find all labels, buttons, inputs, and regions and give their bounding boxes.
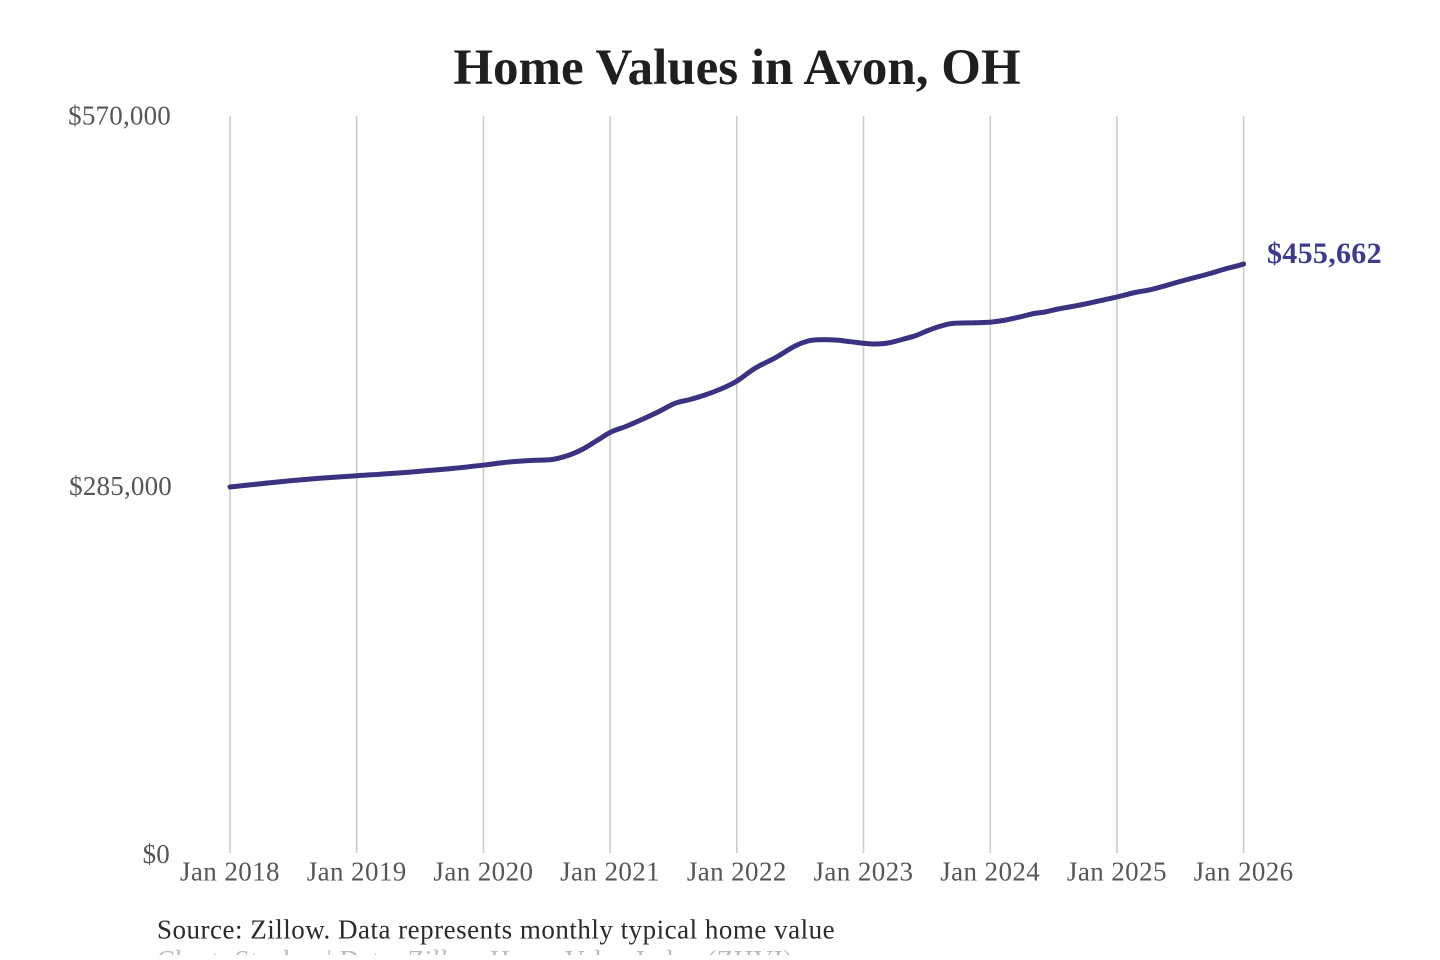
svg-text:$285,000: $285,000 bbox=[69, 471, 172, 501]
svg-text:Jan 2024: Jan 2024 bbox=[940, 857, 1040, 887]
svg-text:Jan 2019: Jan 2019 bbox=[307, 857, 407, 887]
svg-text:Jan 2021: Jan 2021 bbox=[560, 857, 660, 887]
svg-text:Jan 2018: Jan 2018 bbox=[180, 857, 280, 887]
svg-text:$570,000: $570,000 bbox=[68, 101, 171, 131]
svg-text:Source: Zillow. Data represent: Source: Zillow. Data represents monthly … bbox=[157, 915, 835, 945]
svg-text:Jan 2020: Jan 2020 bbox=[433, 857, 533, 887]
svg-text:Home Values in Avon, OH: Home Values in Avon, OH bbox=[453, 40, 1020, 96]
svg-text:Jan 2026: Jan 2026 bbox=[1194, 857, 1294, 887]
svg-text:Jan 2022: Jan 2022 bbox=[687, 857, 787, 887]
svg-text:Jan 2023: Jan 2023 bbox=[814, 857, 914, 887]
svg-text:$0: $0 bbox=[143, 839, 170, 869]
svg-text:Chart: Stacker | Data: Zillow: Chart: Stacker | Data: Zillow Home Value… bbox=[157, 945, 793, 960]
svg-text:Jan 2025: Jan 2025 bbox=[1067, 857, 1167, 887]
svg-text:$455,662: $455,662 bbox=[1267, 237, 1382, 270]
